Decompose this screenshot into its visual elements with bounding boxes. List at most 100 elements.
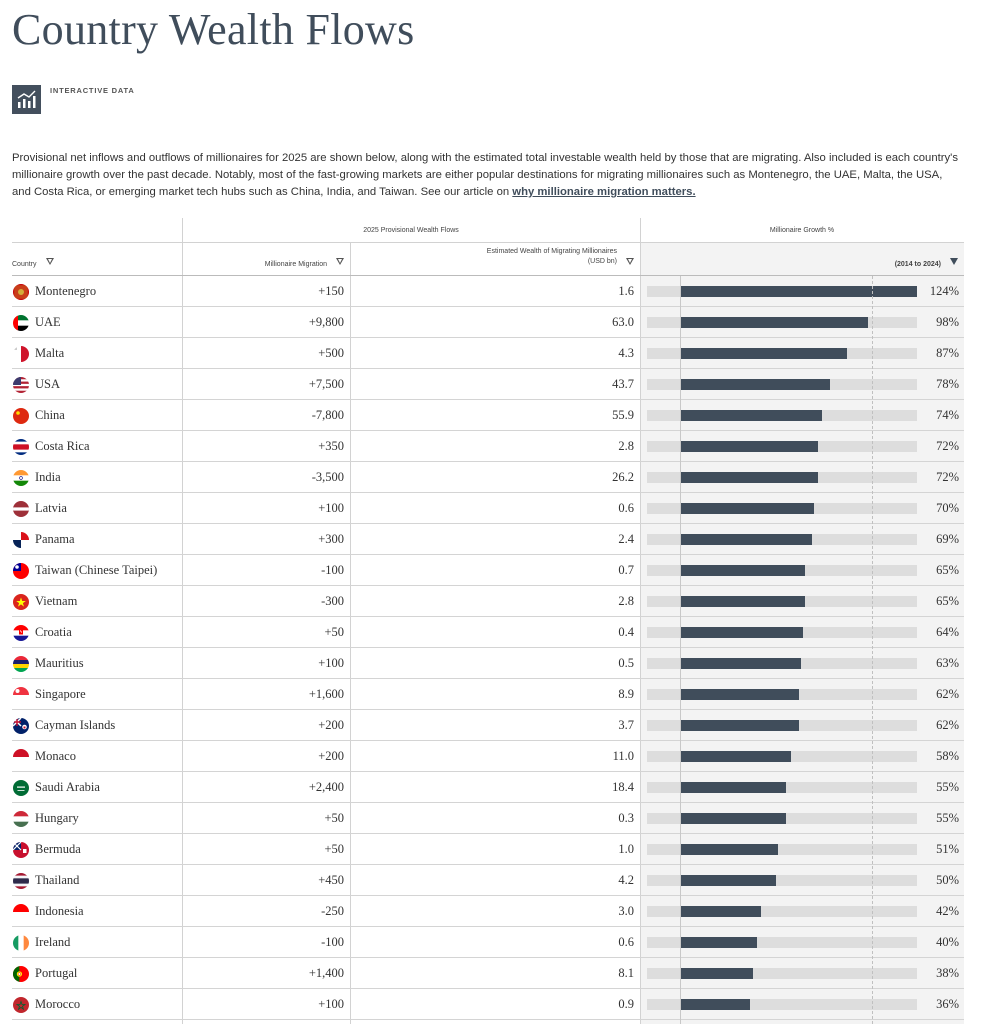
growth-column-label: (2014 to 2024) (894, 261, 941, 268)
table-row[interactable]: Hungary +50 0.3 55% (12, 803, 964, 834)
table-row[interactable]: USA +7,500 43.7 78% (12, 369, 964, 400)
table-row[interactable]: Mauritius +100 0.5 63% (12, 648, 964, 679)
interactive-data-label: INTERACTIVE DATA (50, 86, 135, 95)
wealth-value: 11.0 (612, 749, 634, 763)
sort-migration-header[interactable]: Millionaire Migration (182, 242, 350, 276)
table-row[interactable]: Malta +500 4.3 87% (12, 338, 964, 369)
growth-bar (681, 348, 847, 359)
growth-value: 50% (936, 873, 959, 887)
country-cell: USA (12, 369, 182, 400)
growth-bar (681, 472, 818, 483)
table-row[interactable]: Costa Rica +350 2.8 72% (12, 431, 964, 462)
millionaire-migration-value: +50 (324, 811, 344, 825)
growth-bar (681, 751, 792, 762)
portugal-flag-icon (13, 965, 29, 982)
divider-line (12, 242, 964, 243)
growth-bar-track (647, 906, 917, 917)
reference-dashed-line (872, 276, 873, 1024)
growth-value: 51% (936, 842, 959, 856)
wealth-column-label: Estimated Wealth of Migrating Millionair… (486, 248, 617, 265)
millionaire-migration-value: -250 (321, 904, 344, 918)
growth-bar (681, 906, 761, 917)
wealth-value: 8.1 (618, 966, 634, 980)
growth-value: 69% (936, 532, 959, 546)
millionaire-migration-value: -100 (321, 563, 344, 577)
country-cell: Cayman Islands (12, 710, 182, 741)
table-row[interactable]: China -7,800 55.9 74% (12, 400, 964, 431)
thailand-flag-icon (13, 872, 29, 889)
wealth-value: 26.2 (612, 470, 634, 484)
wealth-value: 3.7 (618, 718, 634, 732)
growth-bar-track (647, 968, 917, 979)
country-cell: Monaco (12, 741, 182, 772)
table-row[interactable]: Montenegro +150 1.6 124% (12, 276, 964, 307)
table-row[interactable]: Latvia +100 0.6 70% (12, 493, 964, 524)
bermuda-flag-icon (13, 841, 29, 858)
panama-flag-icon (13, 531, 29, 548)
table-row[interactable]: Indonesia -250 3.0 42% (12, 896, 964, 927)
millionaire-migration-value: -7,800 (311, 408, 344, 422)
growth-value: 124% (929, 284, 959, 298)
table-row[interactable]: Vietnam -300 2.8 65% (12, 586, 964, 617)
table-row[interactable]: Cayman Islands +200 3.7 62% (12, 710, 964, 741)
table-row[interactable]: Morocco +100 0.9 36% (12, 989, 964, 1020)
millionaire-migration-value: +1,600 (308, 687, 344, 701)
cayman-islands-flag-icon (13, 717, 29, 734)
indonesia-flag-icon (13, 903, 29, 920)
table-row[interactable]: Singapore +1,600 8.9 62% (12, 679, 964, 710)
country-cell: Ireland (12, 927, 182, 958)
wealth-value: 2.8 (618, 594, 634, 608)
table-row[interactable]: UAE +9,800 63.0 98% (12, 307, 964, 338)
table-row[interactable]: Croatia +50 0.4 64% (12, 617, 964, 648)
sort-growth-header[interactable]: (2014 to 2024) (640, 242, 964, 276)
croatia-flag-icon (13, 624, 29, 641)
divider-line (182, 218, 183, 1024)
table-row[interactable]: Bermuda +50 1.0 51% (12, 834, 964, 865)
table-row[interactable]: India -3,500 26.2 72% (12, 462, 964, 493)
wealth-value: 1.6 (618, 284, 634, 298)
growth-value: 55% (936, 780, 959, 794)
growth-bar (681, 689, 799, 700)
table-row[interactable]: Thailand +450 4.2 50% (12, 865, 964, 896)
growth-value: 62% (936, 687, 959, 701)
wealth-value: 4.2 (618, 873, 634, 887)
migration-article-link[interactable]: why millionaire migration matters. (512, 186, 696, 198)
table-row[interactable]: Ireland -100 0.6 40% (12, 927, 964, 958)
country-name: Singapore (35, 687, 86, 701)
monaco-flag-icon (13, 748, 29, 765)
country-cell: Panama (12, 524, 182, 555)
table-row[interactable]: Monaco +200 11.0 58% (12, 741, 964, 772)
sort-country-header[interactable]: Country (12, 242, 182, 276)
millionaire-migration-value: +200 (318, 718, 344, 732)
growth-bar (681, 720, 799, 731)
wealth-value: 3.0 (618, 904, 634, 918)
table-row[interactable]: Panama +300 2.4 69% (12, 524, 964, 555)
growth-bar (681, 565, 805, 576)
country-name: Croatia (35, 625, 72, 639)
country-cell: India (12, 462, 182, 493)
sort-wealth-header[interactable]: Estimated Wealth of Migrating Millionair… (350, 242, 640, 276)
millionaire-migration-value: +1,400 (308, 966, 344, 980)
wealth-value: 4.3 (618, 346, 634, 360)
table-row[interactable]: Taiwan (Chinese Taipei) -100 0.7 65% (12, 555, 964, 586)
growth-bar (681, 782, 786, 793)
country-cell: Singapore (12, 679, 182, 710)
millionaire-migration-value: +500 (318, 346, 344, 360)
table-row[interactable]: Saudi Arabia +2,400 18.4 55% (12, 772, 964, 803)
wealth-value: 0.7 (618, 563, 634, 577)
country-column-label: Country (12, 261, 37, 268)
wealth-value: 1.0 (618, 842, 634, 856)
growth-bar (681, 441, 818, 452)
growth-value: 38% (936, 966, 959, 980)
montenegro-flag-icon (13, 283, 29, 300)
wealth-value: 63.0 (612, 315, 634, 329)
millionaire-migration-value: +50 (324, 842, 344, 856)
country-name: Malta (35, 346, 65, 360)
millionaire-migration-value: +300 (318, 532, 344, 546)
millionaire-migration-value: +450 (318, 873, 344, 887)
taiwan-flag-icon (13, 562, 29, 579)
country-name: USA (35, 377, 61, 391)
table-row[interactable]: Portugal +1,400 8.1 38% (12, 958, 964, 989)
country-cell: Latvia (12, 493, 182, 524)
millionaire-migration-value: +7,500 (308, 377, 344, 391)
